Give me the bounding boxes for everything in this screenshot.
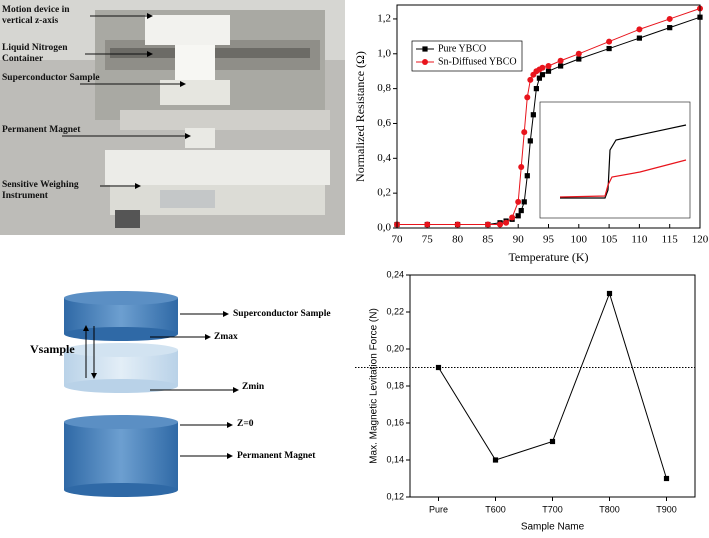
data-point [497,221,504,228]
y-tick-label: 0,8 [377,82,391,94]
data-point [539,72,546,78]
x-tick-label: 85 [482,234,494,246]
data-point [484,221,491,228]
y-tick-label: 0,20 [386,343,404,353]
data-point [509,214,516,221]
data-point [667,25,673,31]
legend-marker [422,59,428,65]
photo-label: Sensitive Weighing Instrument [2,180,79,201]
data-point [636,26,643,33]
chart: 70 75 80 85 90 95 100 105 110 115 120 0,0 0,2 0,4 0,6 0… [353,4,709,264]
diagram-label: Z=0 [237,419,254,429]
data-point [539,64,546,71]
y-tick-label: 0,6 [377,117,391,129]
data-point [492,457,499,463]
data-point [663,475,670,482]
data-point [527,138,533,144]
data-point [576,56,582,62]
x-tick-label: 90 [513,234,525,246]
data-point [557,57,564,64]
legend-marker [422,46,428,52]
data-point [530,112,536,118]
x-tick-label: 75 [422,234,434,246]
y-tick-label: 1,2 [377,12,391,24]
data-point [521,129,528,136]
y-tick-label: 0,24 [386,269,404,279]
data-point [606,45,612,52]
data-point [527,76,534,83]
y-axis-label: Max. Magnetic Levitation Force (N) [369,308,380,464]
legend-label: Pure YBCO [438,43,486,54]
photo-label: Superconductor Sample [2,73,100,83]
diagram-label: Superconductor Sample [233,309,331,319]
x-axis-label: Temperature (K) [508,250,588,264]
x-tick-label: 100 [571,234,588,246]
x-tick-label: 80 [452,234,464,246]
data-point [435,364,442,371]
x-tick-label: T900 [656,504,677,514]
data-point [454,221,461,228]
data-point [424,221,431,228]
plot-frame [409,274,696,498]
plot-frame [396,4,701,229]
data-point [503,219,510,226]
inset [539,101,691,219]
diagram-label: Permanent Magnet [237,451,316,461]
x-tick-label: 115 [662,234,679,246]
data-point [545,68,552,74]
x-tick-label: T700 [542,504,563,514]
x-tick-label: T800 [599,504,620,514]
data-point [575,50,582,57]
diagram: Superconductor Sample Zmax Vsample Zmin … [30,291,331,497]
y-tick-label: 0,2 [377,187,391,199]
data-point [606,290,613,297]
x-tick-label: 120 [692,234,709,246]
y-tick-label: 0,16 [386,417,404,427]
y-axis-label: Normalized Resistance (Ω) [353,51,367,182]
data-point [558,63,564,69]
diagram-label: Zmax [214,332,238,342]
diagram-label: Zmin [242,382,265,392]
y-tick-label: 0,4 [377,152,391,164]
y-tick-label: 1,0 [377,47,391,59]
x-tick-label: 95 [543,234,555,246]
photo-label: Permanent Magnet [2,125,81,135]
x-tick-label: Pure [429,504,448,514]
y-tick-label: 0,14 [386,454,404,464]
x-tick-label: 105 [601,234,618,246]
photo-label: Motion device in vertical z-axis [2,5,70,26]
data-point [606,38,613,45]
data-point [533,86,539,92]
legend-box [411,40,523,72]
y-tick-label: 0,22 [386,306,404,316]
x-axis-label: Sample Name [521,522,585,533]
diagram-label: Vsample [30,342,75,356]
chart: Pure T600 T700 T800 T900 0,12 0,14 0,16 0,18 0,20… [355,269,696,533]
photo [0,0,345,235]
data-point [524,173,530,179]
x-tick-label: 110 [631,234,648,246]
data-point [518,207,524,214]
data-point [549,438,556,445]
data-point [536,75,543,81]
data-point [518,164,525,171]
data-point [545,62,552,69]
photo-arrows [62,13,191,189]
series-line [438,291,667,479]
legend-label: Sn-Diffused YBCO [438,56,517,67]
data-point [515,198,522,205]
data-point [636,35,642,41]
photo-label: Liquid Nitrogen Container [2,43,68,64]
x-tick-label: T600 [485,504,506,514]
data-point [524,94,531,101]
x-tick-label: 70 [392,234,404,246]
y-tick-label: 0,12 [386,491,404,501]
y-tick-label: 0,18 [386,380,404,390]
y-tick-label: 0,0 [377,222,391,234]
data-point [666,15,673,22]
data-point [515,213,521,219]
data-point [521,199,527,205]
